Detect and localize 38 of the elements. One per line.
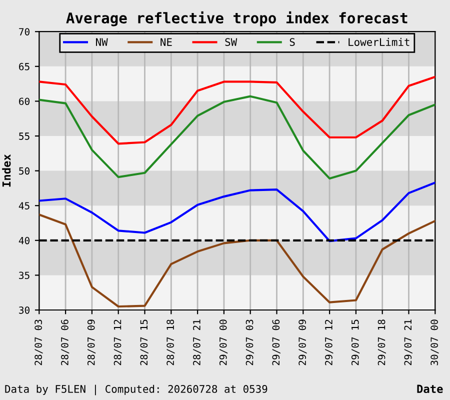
- y-tick-label: 30: [19, 306, 30, 314]
- line-series: [39, 95, 436, 180]
- x-tick-label: 28/07 09: [87, 320, 96, 366]
- y-tick-label: 60: [19, 98, 30, 106]
- y-tick-label: 70: [19, 28, 30, 36]
- legend-label: NW: [96, 38, 108, 46]
- x-tick-label: 28/07 18: [166, 320, 175, 366]
- y-axis-title: Index: [2, 154, 11, 187]
- x-tick-label: 29/07 18: [378, 320, 386, 366]
- y-tick-label: 55: [19, 132, 30, 140]
- x-tick-label: 29/07 15: [351, 320, 360, 366]
- x-tick-label: 30/07 00: [430, 320, 439, 366]
- x-tick-label: 28/07 21: [193, 320, 202, 366]
- y-tick-label: 50: [19, 167, 30, 175]
- x-tick-label: 28/07 03: [34, 320, 43, 366]
- x-tick-label: 29/07 12: [325, 320, 334, 366]
- x-tick-label: 28/07 12: [114, 320, 122, 366]
- legend-label: LowerLimit: [348, 38, 410, 46]
- x-tick-label: 28/07 06: [61, 320, 70, 366]
- x-tick-label: 29/07 03: [246, 320, 254, 366]
- x-tick-label: 28/07 15: [140, 320, 148, 366]
- x-tick-label: 29/07 06: [272, 320, 280, 366]
- line-series: [39, 182, 436, 242]
- y-tick-label: 65: [19, 62, 30, 70]
- y-tick-label: 35: [19, 272, 30, 280]
- y-tick-label: 45: [18, 202, 30, 210]
- legend-label: SW: [225, 38, 238, 46]
- legend-label: S: [290, 38, 295, 46]
- x-tick-label: 29/07 21: [404, 320, 412, 366]
- x-axis-title: Date: [417, 384, 443, 394]
- chart-title: Average reflective tropo index forecast: [66, 11, 408, 26]
- x-tick-label: 29/07 00: [219, 320, 228, 366]
- line-series: [39, 76, 436, 145]
- legend-label: NE: [160, 38, 172, 46]
- text: Data by F5LEN | Computed: 20260728 at 0539: [5, 384, 268, 396]
- line-series: [39, 214, 436, 308]
- x-tick-label: 29/07 09: [298, 320, 307, 366]
- y-tick-label: 40: [18, 236, 30, 244]
